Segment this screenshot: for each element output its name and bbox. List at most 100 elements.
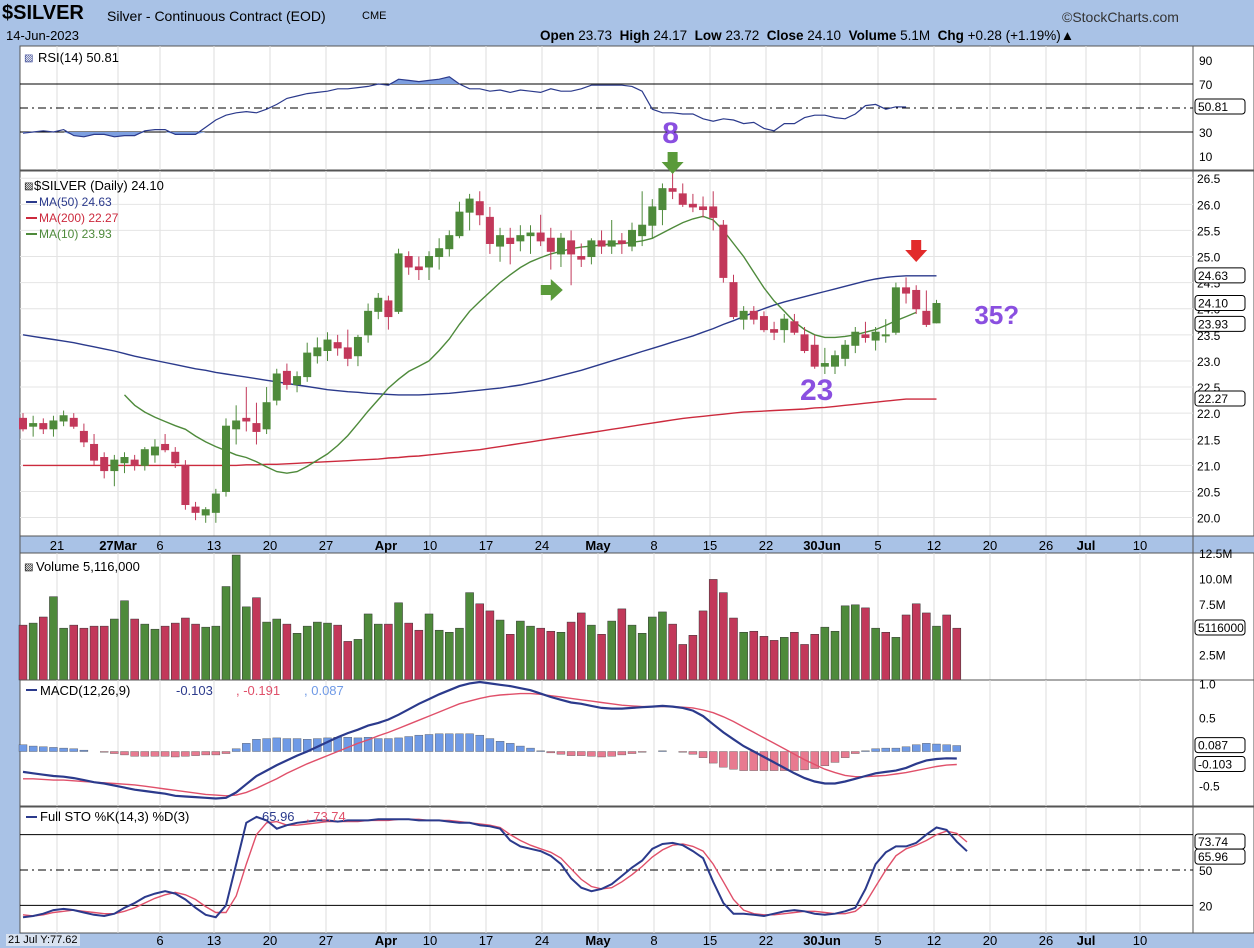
candle (506, 237, 515, 244)
volume-panel-axis (1192, 552, 1254, 681)
macd-histogram-bar (231, 748, 241, 752)
candle (485, 216, 494, 244)
candle (902, 287, 911, 294)
macd-histogram-bar (536, 750, 545, 752)
macd-histogram-bar (526, 747, 535, 752)
macd-tick: 0.5 (1199, 711, 1216, 725)
chg-up-icon: ▲ (1060, 28, 1075, 43)
red-down-arrow-icon (905, 240, 928, 262)
candle (262, 402, 271, 430)
candle (770, 329, 779, 333)
histogram-value: , 0.087 (304, 683, 344, 698)
symbol-title: $SILVER (2, 2, 84, 24)
candle (79, 430, 88, 443)
macd-histogram-bar (922, 743, 931, 752)
volume-bar (242, 606, 251, 681)
volume-bar (140, 623, 150, 681)
price-tick: 22.0 (1197, 407, 1221, 421)
macd-histogram-bar (516, 745, 525, 752)
volume-bar (678, 644, 687, 681)
footer-readout: 21 Jul Y:77.62 (6, 934, 80, 946)
macd-histogram-bar (719, 751, 728, 768)
macd-histogram-bar (455, 733, 464, 752)
volume-bar (566, 621, 576, 681)
volume-bar (394, 602, 403, 681)
candle (59, 415, 68, 422)
volume-bar (719, 592, 728, 681)
candle (648, 206, 657, 226)
x-label: Apr (375, 538, 397, 553)
macd-histogram-bar (363, 737, 373, 752)
price-tick: 26.0 (1197, 198, 1221, 212)
candle (546, 237, 555, 252)
volume-bar (201, 626, 210, 681)
macd-histogram-bar (597, 751, 606, 758)
candle (881, 334, 890, 337)
volume-badge-box (1194, 619, 1246, 636)
volume-bar (759, 636, 769, 681)
bottom-x-label: 30Jun (803, 933, 841, 948)
volume-bar (830, 630, 840, 681)
price-panel-axis (1192, 170, 1254, 537)
ma10-badge-box (1194, 315, 1246, 332)
candle (597, 240, 606, 247)
sto-d-value: , 73.74 (306, 809, 346, 824)
rsi-tick-30: 30 (1199, 126, 1213, 140)
macd-histogram-bar (861, 750, 870, 752)
volume-bar (211, 625, 221, 681)
macd-histogram-bar (191, 751, 200, 756)
rsi-badge: 50.81 (1198, 100, 1228, 114)
volume-bar (790, 631, 799, 681)
candle (861, 334, 870, 338)
rsi-title: RSI(14) 50.81 (38, 50, 119, 65)
volume-bar (292, 633, 302, 681)
volume-bar (749, 630, 759, 681)
candle (658, 188, 667, 211)
x-label: 17 (479, 538, 493, 553)
close-label: Close (766, 28, 804, 43)
volume-bar (465, 592, 474, 681)
sto-k-value: 65.96 (262, 809, 295, 824)
sto-k-badge: 65.96 (1198, 850, 1228, 864)
volume-bar (69, 624, 78, 681)
bottom-x-label: 10 (423, 933, 437, 948)
bottom-x-label: 22 (759, 933, 773, 948)
volume-bar (911, 603, 921, 681)
price-tick: 20.5 (1197, 485, 1221, 499)
candle (364, 310, 373, 336)
macd-histogram-bar (617, 751, 627, 756)
volume-tick: 12.5M (1199, 547, 1232, 561)
close-value: 24.10 (807, 28, 842, 43)
rsi-tick-10: 10 (1199, 150, 1213, 164)
candle (100, 457, 109, 472)
candle (759, 316, 768, 331)
volume-bar (333, 624, 342, 681)
macd-histogram-bar (820, 751, 830, 767)
volume-bar (89, 625, 99, 681)
bottom-x-label: 6 (156, 933, 163, 948)
green-right-arrow-icon (540, 279, 563, 301)
volume-bar (28, 622, 38, 681)
candle (394, 253, 403, 312)
bottom-x-label: 15 (703, 933, 717, 948)
x-label: 26 (1039, 538, 1053, 553)
price-tick: 20.0 (1197, 512, 1221, 526)
macd-histogram-bar (932, 743, 941, 752)
macd-histogram-bar (688, 751, 698, 755)
volume-bar (708, 579, 718, 681)
volume-bar (120, 600, 129, 681)
volume-bar (171, 622, 180, 681)
candle (384, 300, 393, 318)
candle (140, 449, 149, 466)
volume-bar (191, 623, 200, 681)
macd-histogram-bar (627, 751, 637, 754)
sto-tick: 50 (1199, 864, 1213, 878)
candle (445, 235, 454, 250)
volume-bar (39, 616, 48, 681)
candle (678, 193, 687, 205)
macd-histogram-bar (404, 736, 413, 752)
macd-histogram-bar (587, 751, 596, 757)
rsi-icon: ▨ (24, 53, 33, 64)
volume-tick: 2.5M (1199, 649, 1226, 663)
volume-bar (607, 620, 616, 681)
